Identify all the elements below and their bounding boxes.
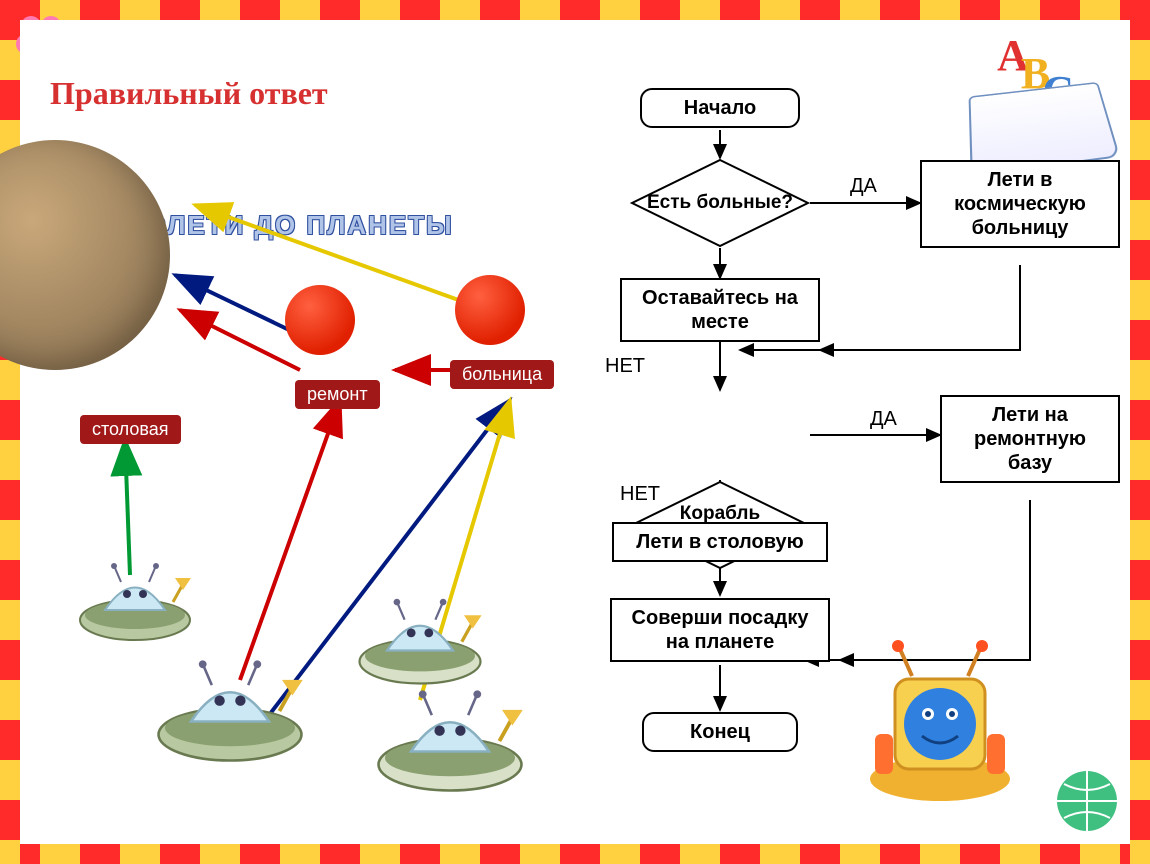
- slide-content: Правильный ответ ДОЛЕТИ ДО ПЛАНЕТЫ ABC: [20, 20, 1130, 844]
- ufo-icon: [354, 596, 486, 695]
- ufo-icon: [75, 560, 195, 650]
- fc-end: Конец: [642, 712, 798, 752]
- page-title: Правильный ответ: [50, 75, 328, 112]
- fc-repair-box: Лети на ремонтную базу: [940, 395, 1120, 483]
- ufo-icon: [152, 657, 308, 774]
- station-label: столовая: [80, 415, 181, 444]
- abc-decoration: ABC: [997, 30, 1090, 81]
- label-no-2: НЕТ: [620, 483, 660, 506]
- station-dot: [285, 285, 355, 355]
- globe-icon: [1052, 766, 1122, 836]
- page-subtitle: ДОЛЕТИ ДО ПЛАНЕТЫ: [125, 210, 454, 241]
- label-yes-2: ДА: [870, 408, 897, 431]
- fc-hospital-box: Лети в космическую больницу: [920, 160, 1120, 248]
- station-label: больница: [450, 360, 554, 389]
- station-dot: [455, 275, 525, 345]
- ufo-icon: [372, 687, 528, 804]
- path-arrow: [240, 400, 340, 680]
- fc-land-box: Соверши посадку на планете: [610, 598, 830, 662]
- robot-decoration: [840, 614, 1040, 814]
- fc-stay-box: Оставайтесь на месте: [620, 278, 820, 342]
- path-arrow: [125, 440, 130, 575]
- label-yes-1: ДА: [850, 175, 877, 198]
- label-no-1: НЕТ: [605, 355, 645, 378]
- fc-start: Начало: [640, 88, 800, 128]
- fc-canteen-box: Лети в столовую: [612, 522, 828, 562]
- station-label: ремонт: [295, 380, 380, 409]
- fc-decision-1: Есть больные?: [630, 158, 810, 248]
- path-arrow: [180, 310, 300, 370]
- planet-icon: [0, 140, 170, 370]
